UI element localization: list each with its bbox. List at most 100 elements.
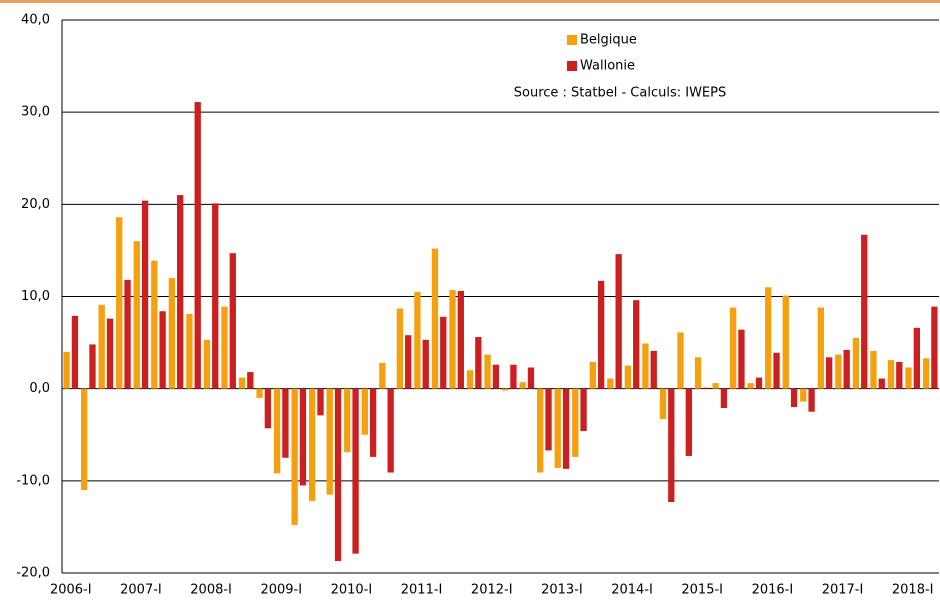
- bar: [344, 388, 351, 453]
- bar: [414, 291, 421, 389]
- bar: [475, 337, 482, 389]
- bar: [650, 350, 657, 389]
- x-tick-label: 2018-I: [892, 583, 934, 598]
- bar: [922, 358, 930, 389]
- top-border: [0, 0, 940, 3]
- bar: [931, 306, 938, 389]
- bar: [729, 307, 737, 389]
- bar: [870, 350, 877, 389]
- bar: [642, 343, 649, 389]
- bar: [387, 388, 394, 473]
- bar: [361, 388, 368, 435]
- bar: [194, 102, 201, 389]
- bar: [326, 388, 333, 495]
- bar: [589, 361, 596, 389]
- bar: [431, 248, 439, 389]
- bar: [466, 370, 474, 389]
- bar: [141, 200, 149, 389]
- bar: [607, 378, 614, 389]
- bar: [659, 388, 667, 420]
- bar: [396, 308, 404, 389]
- bar: [299, 388, 307, 486]
- bar: [510, 364, 517, 389]
- x-tick-label: 2012-I: [471, 583, 513, 598]
- bar: [238, 377, 246, 389]
- bar: [896, 361, 903, 389]
- bar: [712, 383, 719, 389]
- bar: [554, 388, 561, 468]
- x-tick-label: 2007-I: [120, 583, 162, 598]
- bar: [229, 253, 236, 389]
- x-tick-label: 2017-I: [822, 583, 864, 598]
- bar: [887, 360, 895, 389]
- bar: [159, 311, 166, 389]
- bar: [256, 388, 263, 398]
- bar: [457, 290, 464, 389]
- bar: [527, 367, 535, 389]
- bar: [800, 388, 807, 402]
- bar: [519, 382, 526, 389]
- bar: [537, 388, 544, 473]
- y-tick-label: 40,0: [21, 13, 50, 28]
- bar: [186, 314, 193, 389]
- bar: [747, 383, 754, 389]
- bar: [247, 372, 254, 389]
- bar: [808, 388, 815, 412]
- bar: [317, 388, 324, 416]
- bar: [738, 329, 745, 389]
- bar: [273, 388, 281, 474]
- legend-label: Wallonie: [580, 59, 635, 74]
- bar: [63, 351, 70, 389]
- bar: [264, 388, 272, 429]
- bar: [597, 280, 605, 389]
- bar: [492, 364, 500, 389]
- bar: [334, 388, 342, 562]
- bar: [177, 195, 184, 389]
- legend-swatch: [567, 35, 577, 45]
- bar: [151, 260, 158, 389]
- y-tick-label: -10,0: [16, 473, 50, 488]
- bar: [694, 357, 702, 389]
- x-tick-label: 2015-I: [681, 583, 723, 598]
- x-tick-label: 2010-I: [331, 583, 373, 598]
- bar: [817, 307, 824, 389]
- x-tick-label: 2008-I: [190, 583, 232, 598]
- bar: [572, 388, 579, 457]
- bar: [291, 388, 298, 526]
- bar: [545, 388, 552, 451]
- bar: [835, 354, 842, 389]
- bar: [782, 295, 789, 389]
- bar: [89, 344, 96, 389]
- bar: [422, 339, 429, 389]
- bar: [668, 388, 675, 503]
- y-tick-label: -20,0: [16, 566, 50, 581]
- bar: [703, 387, 710, 389]
- bar: [765, 287, 772, 389]
- bar: [440, 316, 447, 389]
- x-tick-label: 2011-I: [401, 583, 443, 598]
- bar: [116, 217, 123, 389]
- bar: [405, 335, 412, 389]
- x-tick-label: 2009-I: [260, 583, 302, 598]
- bar: [861, 234, 868, 389]
- bar: [878, 378, 885, 389]
- bar: [203, 339, 211, 389]
- y-tick-label: 0,0: [29, 381, 50, 396]
- bar: [221, 306, 228, 389]
- legend-swatch: [567, 61, 577, 71]
- bar: [71, 315, 79, 389]
- bar: [501, 388, 509, 391]
- bar: [379, 362, 386, 389]
- x-tick-label: 2014-I: [611, 583, 653, 598]
- bar: [720, 388, 728, 409]
- x-tick-label: 2013-I: [541, 583, 583, 598]
- bar: [624, 365, 632, 389]
- bar: [755, 377, 763, 389]
- bar: [843, 349, 850, 389]
- x-tick-label: 2006-I: [50, 583, 92, 598]
- bar: [905, 367, 912, 389]
- bar: [685, 388, 692, 456]
- bar: [484, 354, 491, 389]
- bar: [369, 388, 377, 457]
